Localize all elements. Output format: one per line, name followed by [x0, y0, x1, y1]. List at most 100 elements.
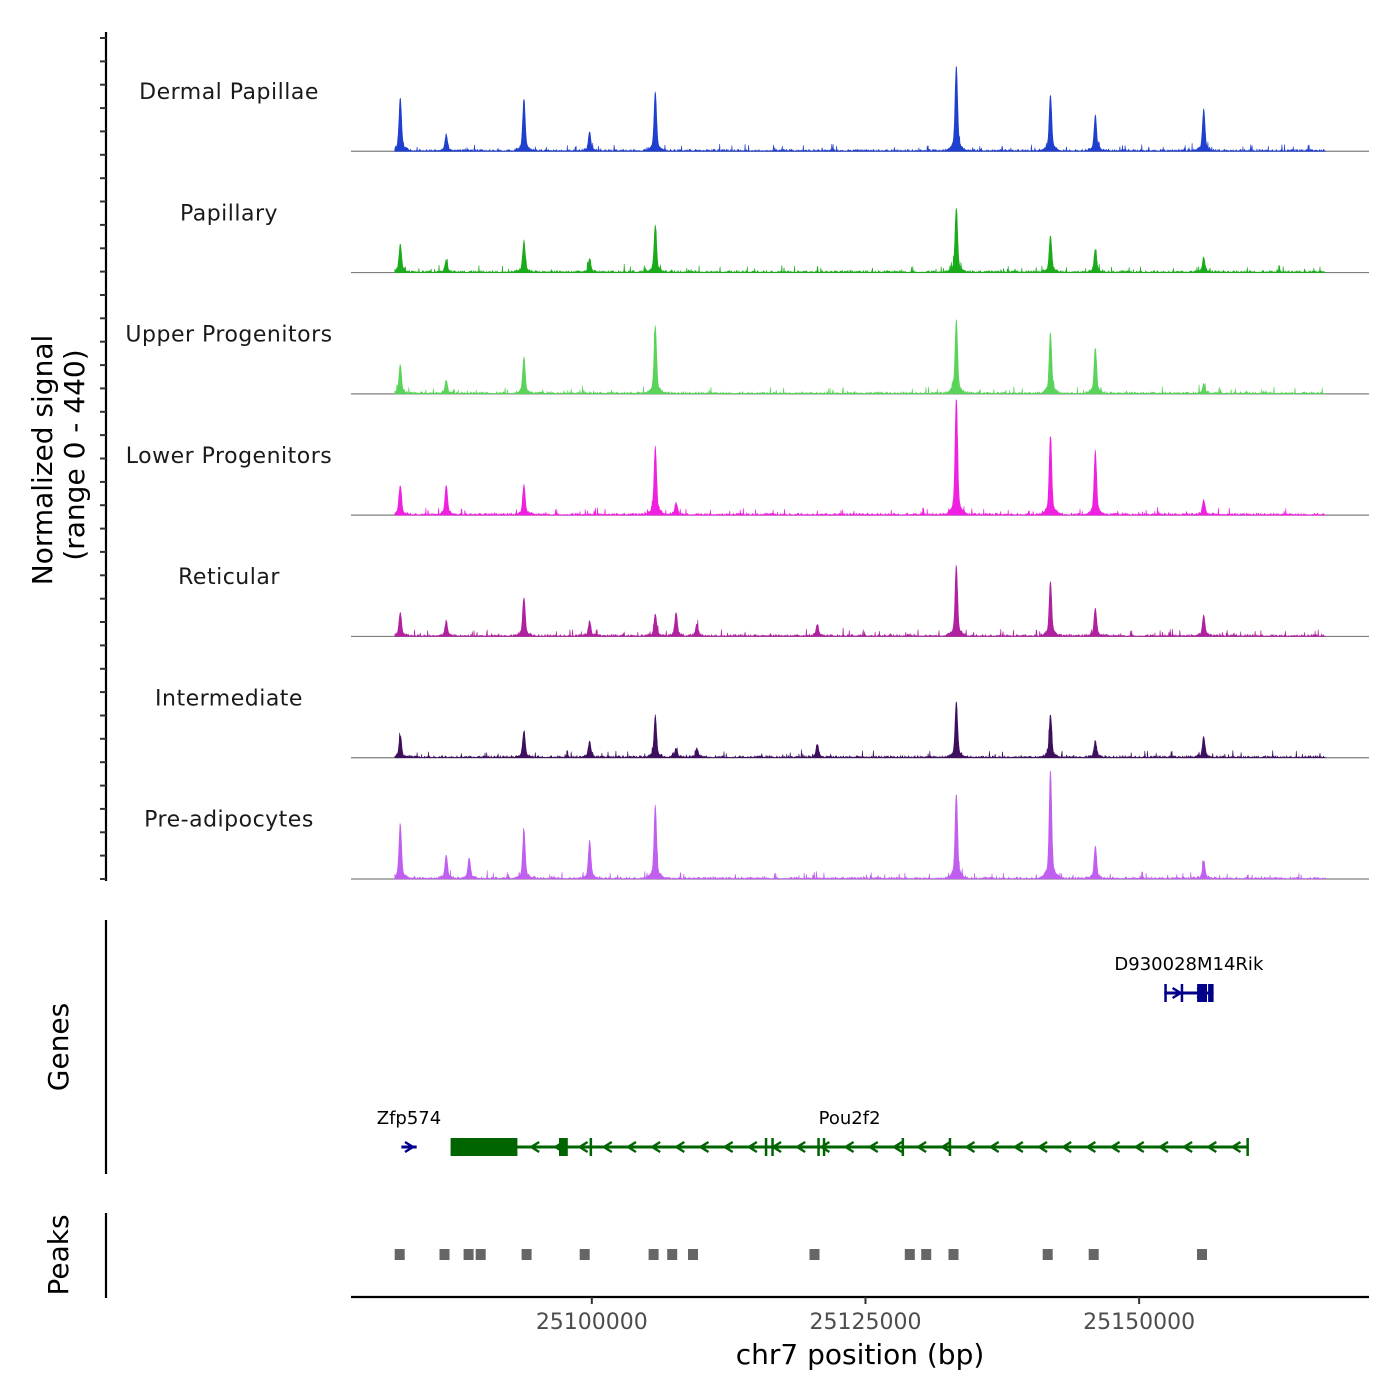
peak-region — [394, 1249, 405, 1260]
gene-exon — [1180, 984, 1184, 1002]
gene-exon — [589, 1138, 593, 1156]
gene-exon — [822, 1138, 826, 1156]
gene-exon — [948, 1138, 952, 1156]
peaks-y-label: Peaks — [42, 1214, 75, 1295]
gene-strand-chevron — [722, 1140, 734, 1154]
coverage-track: Papillary — [180, 201, 1369, 274]
coverage-track: Lower Progenitors — [126, 399, 1369, 516]
gene-strand-chevron — [915, 1140, 927, 1154]
peak-region — [648, 1249, 659, 1260]
coverage-y-axis-ticks — [100, 37, 106, 880]
gene-label: Pou2f2 — [819, 1108, 881, 1129]
coverage-track: Reticular — [178, 565, 1369, 638]
coverage-area — [394, 771, 1326, 880]
gene-strand-chevron — [988, 1140, 1000, 1154]
peak-region — [1197, 1249, 1207, 1260]
peak-region — [463, 1249, 474, 1260]
gene-strand-chevron — [625, 1140, 637, 1154]
coverage-area — [394, 565, 1326, 637]
gene-exon — [901, 1138, 905, 1156]
gene-strand-chevron — [867, 1140, 879, 1154]
peak-region — [579, 1249, 590, 1260]
gene-exon — [764, 1138, 768, 1156]
gene-strand-chevron — [1230, 1140, 1242, 1154]
gene-label: Zfp574 — [377, 1108, 441, 1129]
gene: Zfp574 — [377, 1108, 441, 1154]
gene-strand-chevron — [649, 1140, 661, 1154]
coverage-track-label: Upper Progenitors — [125, 323, 332, 348]
gene-strand-chevron — [940, 1140, 951, 1154]
gene-strand-chevron — [674, 1140, 685, 1154]
gene-strand-chevron — [843, 1140, 855, 1154]
gene-exon — [1246, 1138, 1249, 1156]
peak-region — [475, 1249, 486, 1260]
peak-region — [1042, 1249, 1053, 1260]
x-axis-ticks: 25100000 25125000 25150000 — [536, 1297, 1195, 1335]
gene-strand-chevron — [1085, 1140, 1097, 1154]
coverage-area — [394, 399, 1326, 516]
gene-strand-chevron — [819, 1140, 831, 1154]
peak-region — [667, 1249, 678, 1260]
coverage-area — [394, 319, 1326, 395]
coverage-area — [394, 66, 1326, 152]
gene-label: D930028M14Rik — [1114, 954, 1264, 975]
peak-region — [948, 1249, 959, 1260]
coverage-track: Dermal Papillae — [139, 66, 1369, 152]
coverage-y-label-line2: (range 0 - 440) — [58, 349, 91, 560]
gene-strand-chevron — [1206, 1140, 1217, 1154]
gene-exon — [771, 1138, 774, 1156]
x-tick-label: 25150000 — [1083, 1310, 1195, 1335]
gene-strand-chevron — [1036, 1140, 1048, 1154]
gene-strand-chevron — [1181, 1140, 1193, 1154]
gene-strand-chevron — [1157, 1140, 1169, 1154]
peaks-track — [394, 1249, 1207, 1260]
gene-exon — [1208, 984, 1214, 1002]
peak-region — [921, 1249, 932, 1260]
gene: Pou2f2 — [450, 1108, 1249, 1156]
peak-region — [439, 1249, 450, 1260]
peak-region — [904, 1249, 915, 1260]
peak-region — [1088, 1249, 1099, 1260]
coverage-track: Upper Progenitors — [125, 319, 1369, 395]
gene-strand-chevron — [1012, 1140, 1024, 1154]
gene-exon — [1197, 984, 1207, 1002]
coverage-track-label: Pre-adipocytes — [144, 808, 314, 833]
genes-track: D930028M14Rik Zfp574 Pou2f2 — [377, 954, 1264, 1156]
gene-strand-chevron — [698, 1140, 710, 1154]
coverage-track-label: Lower Progenitors — [126, 444, 332, 469]
gene-exon — [817, 1138, 820, 1156]
peak-region — [809, 1249, 820, 1260]
gene-strand-chevron — [1109, 1140, 1121, 1154]
gene-strand-chevron — [891, 1140, 903, 1154]
gene-strand-chevron — [601, 1140, 613, 1154]
coverage-track-label: Papillary — [180, 201, 278, 226]
gene-strand-chevron — [577, 1140, 589, 1154]
coverage-track-label: Reticular — [178, 565, 280, 590]
x-tick-label: 25125000 — [809, 1310, 921, 1335]
gene-strand-chevron — [1171, 986, 1183, 1000]
gene-strand-chevron — [404, 1140, 416, 1154]
coverage-track-label: Dermal Papillae — [139, 80, 319, 105]
x-tick-label: 25100000 — [536, 1310, 648, 1335]
peak-region — [521, 1249, 532, 1260]
coverage-y-label-line1: Normalized signal — [26, 335, 59, 586]
peak-region — [688, 1249, 698, 1260]
coverage-tracks: Dermal Papillae Papillary Upper Progenitor… — [125, 66, 1369, 880]
gene-strand-chevron — [746, 1140, 758, 1154]
gene-strand-chevron — [528, 1140, 540, 1154]
gene-exon — [1164, 984, 1167, 1002]
coverage-track: Pre-adipocytes — [144, 771, 1369, 880]
gene-exon — [559, 1138, 568, 1156]
gene-strand-chevron — [1060, 1140, 1072, 1154]
gene: D930028M14Rik — [1114, 954, 1264, 1002]
gene-strand-chevron — [964, 1140, 976, 1154]
gene-exon — [450, 1138, 518, 1156]
x-axis-label: chr7 position (bp) — [736, 1338, 985, 1371]
coverage-area — [394, 701, 1326, 759]
coverage-track-label: Intermediate — [155, 686, 303, 711]
gene-strand-chevron — [794, 1140, 806, 1154]
gene-strand-chevron — [1133, 1140, 1145, 1154]
coverage-track: Intermediate — [155, 686, 1369, 759]
coverage-area — [394, 208, 1326, 273]
